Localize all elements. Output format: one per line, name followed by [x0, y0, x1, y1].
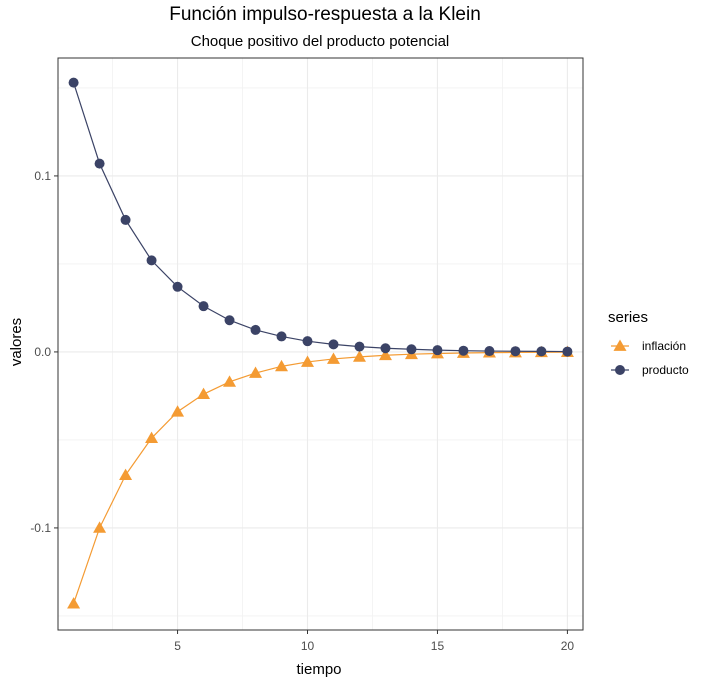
data-point-inflación — [301, 355, 315, 367]
data-point-inflación — [378, 348, 392, 361]
x-axis-title: tiempo — [296, 661, 341, 678]
data-point-inflación — [171, 405, 185, 417]
data-point-inflación — [145, 431, 159, 444]
panel-background — [58, 58, 583, 630]
legend-title: series — [608, 309, 648, 326]
chart-subtitle: Choque positivo del producto potencial — [191, 33, 450, 50]
data-point-producto — [406, 344, 417, 355]
data-point-inflación — [352, 350, 366, 362]
data-point-producto — [94, 158, 105, 169]
data-point-producto — [562, 346, 573, 357]
legend-label-producto: producto — [642, 363, 689, 377]
data-point-inflación — [67, 597, 81, 609]
y-tick-label: 0.0 — [34, 345, 51, 359]
data-point-inflación — [223, 375, 237, 387]
data-point-producto — [172, 281, 183, 292]
chart-title: Función impulso-respuesta a la Klein — [169, 4, 481, 25]
y-tick-label: -0.1 — [30, 521, 51, 535]
data-point-producto — [68, 77, 79, 88]
data-point-inflación — [119, 468, 133, 480]
data-point-producto — [146, 255, 157, 266]
data-point-producto — [198, 301, 209, 312]
legend-label-inflación: inflación — [642, 339, 686, 353]
x-tick-label: 15 — [431, 639, 445, 653]
data-point-inflación — [249, 366, 263, 378]
data-point-producto — [536, 346, 547, 357]
data-point-inflación — [275, 359, 289, 372]
grid-lines — [58, 58, 583, 630]
panel-border — [57, 57, 584, 631]
x-tick-label: 10 — [301, 639, 315, 653]
data-point-producto — [250, 324, 261, 335]
data-point-producto — [224, 315, 235, 326]
data-point-inflación — [326, 352, 340, 364]
data-point-producto — [276, 331, 287, 342]
y-axis-title: valores — [8, 318, 25, 366]
data-point-producto — [380, 343, 391, 354]
data-point-producto — [432, 345, 443, 356]
data-point-producto — [302, 336, 313, 347]
legend: series inflación producto — [608, 309, 689, 377]
data-point-producto — [484, 346, 495, 357]
y-tick-label: 0.1 — [34, 169, 51, 183]
data-point-inflación — [197, 387, 211, 400]
legend-key-marker-inflación — [613, 339, 627, 351]
data-point-producto — [120, 214, 131, 225]
x-tick-label: 5 — [174, 639, 181, 653]
x-tick-label: 20 — [561, 639, 575, 653]
data-point-inflación — [93, 521, 107, 533]
data-point-producto — [328, 339, 339, 350]
data-point-producto — [510, 346, 521, 357]
legend-key-marker-producto — [615, 365, 625, 375]
axis-ticks: 5 10 15 20 -0.1 0.0 0.1 — [30, 169, 574, 653]
data-point-producto — [458, 345, 469, 356]
series-layer — [67, 77, 574, 609]
plot-panel — [58, 58, 583, 630]
data-point-producto — [354, 341, 365, 352]
